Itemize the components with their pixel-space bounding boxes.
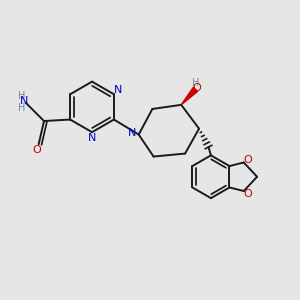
Text: H: H <box>18 103 26 112</box>
Text: N: N <box>128 128 136 138</box>
Text: O: O <box>192 83 201 93</box>
Text: N: N <box>20 96 28 106</box>
Text: N: N <box>88 133 96 143</box>
Polygon shape <box>181 87 198 105</box>
Text: H: H <box>192 78 200 88</box>
Text: H: H <box>18 91 26 101</box>
Text: O: O <box>33 145 41 155</box>
Text: N: N <box>114 85 122 95</box>
Text: O: O <box>244 154 252 164</box>
Text: O: O <box>244 189 252 199</box>
